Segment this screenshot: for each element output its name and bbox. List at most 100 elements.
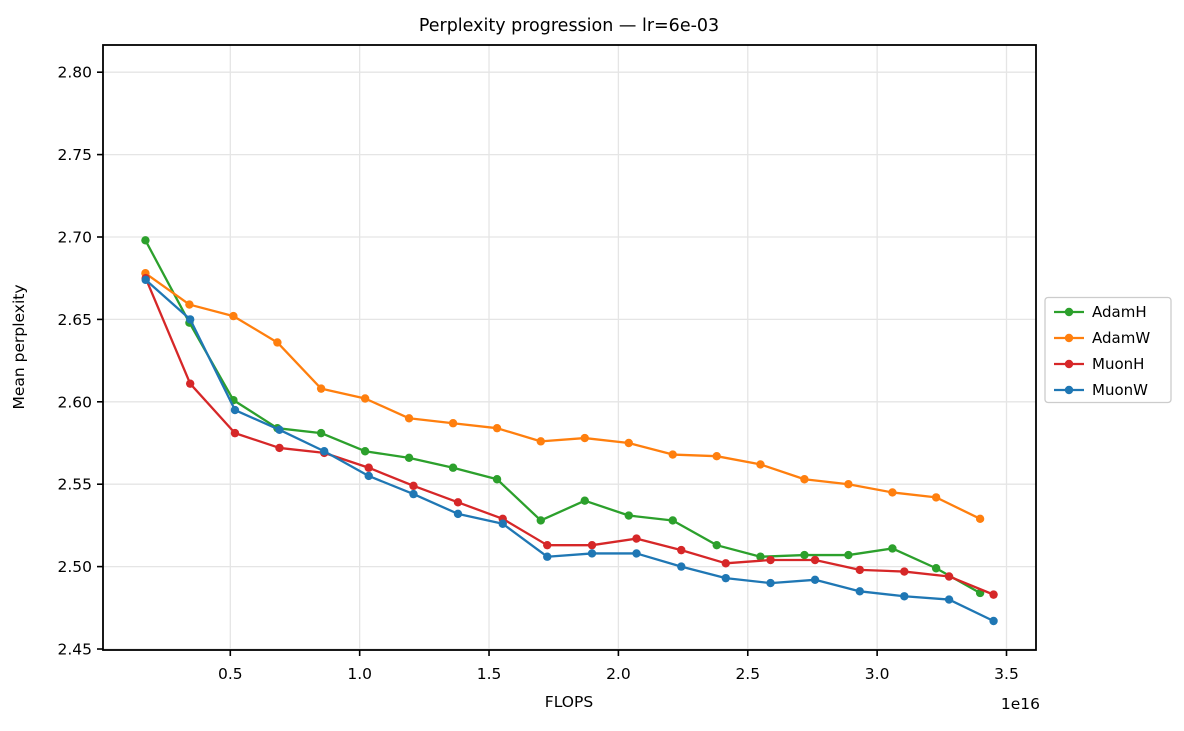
data-point-MuonW xyxy=(989,616,998,626)
data-point-AdamW xyxy=(316,384,326,393)
tick-layer: 0.5 1.0 1.5 2.0 2.5 3.0 3.5 2.45 2.50 2.55 2.60 2.6… xyxy=(57,64,1018,683)
data-point-AdamW xyxy=(756,460,765,469)
data-point-AdamW xyxy=(668,450,677,459)
data-point-MuonH xyxy=(409,481,418,491)
x-tick-label: 1.5 xyxy=(477,665,502,683)
data-point-MuonW xyxy=(766,578,775,588)
y-tick-label: 2.65 xyxy=(57,311,92,329)
data-point-MuonH xyxy=(721,559,730,568)
data-point-AdamH xyxy=(141,236,150,245)
legend-marker-MuonW xyxy=(1064,385,1074,395)
data-point-MuonW xyxy=(944,595,954,604)
series-AdamH xyxy=(141,236,985,598)
legend-marker-AdamW xyxy=(1064,333,1074,343)
data-point-AdamW xyxy=(844,480,853,489)
data-point-MuonW xyxy=(275,425,284,435)
grid-layer xyxy=(103,45,1036,650)
data-point-MuonW xyxy=(498,519,507,528)
data-point-MuonH xyxy=(632,534,641,543)
data-point-MuonW xyxy=(543,552,552,561)
y-axis-label: Mean perplexity xyxy=(10,284,28,409)
data-point-MuonW xyxy=(900,592,909,601)
data-point-MuonW xyxy=(364,471,373,481)
data-point-AdamW xyxy=(360,394,370,403)
data-point-MuonH xyxy=(900,567,909,576)
data-point-AdamH xyxy=(800,550,809,560)
data-point-MuonW xyxy=(632,549,641,558)
legend-label-AdamH: AdamH xyxy=(1092,303,1147,321)
data-point-MuonW xyxy=(587,549,597,558)
x-tick-label: 1.0 xyxy=(347,665,372,683)
chart-title: Perplexity progression — lr=6e-03 xyxy=(419,16,719,36)
series-MuonH xyxy=(141,273,998,599)
data-point-MuonW xyxy=(677,562,686,571)
series-AdamW xyxy=(141,269,985,524)
data-point-MuonH xyxy=(185,379,195,388)
data-point-AdamH xyxy=(712,540,721,550)
data-point-AdamH xyxy=(536,516,545,525)
data-point-AdamH xyxy=(360,447,370,456)
data-point-AdamW xyxy=(536,437,545,446)
series-line-AdamW xyxy=(144,272,982,520)
data-point-AdamW xyxy=(229,311,238,321)
legend-item-AdamW: AdamW xyxy=(1054,329,1150,347)
data-point-MuonW xyxy=(185,315,195,324)
legend-item-MuonH: MuonH xyxy=(1054,355,1144,373)
x-tick-label: 2.0 xyxy=(606,665,631,683)
y-tick-label: 2.55 xyxy=(57,476,92,494)
data-point-AdamW xyxy=(273,338,282,347)
plot-frame xyxy=(102,44,1037,651)
data-point-AdamH xyxy=(580,496,589,505)
legend-label-MuonW: MuonW xyxy=(1092,381,1148,399)
y-tick-label: 2.45 xyxy=(57,641,92,659)
data-point-MuonH xyxy=(855,565,865,575)
series-line-MuonW xyxy=(144,278,995,623)
legend-box xyxy=(1044,296,1172,404)
legend-marker-MuonH xyxy=(1064,359,1074,369)
data-point-MuonH xyxy=(944,572,954,581)
x-tick-label: 3.0 xyxy=(865,665,890,683)
data-point-AdamW xyxy=(975,514,985,524)
data-point-MuonW xyxy=(810,575,820,584)
data-point-AdamH xyxy=(888,544,897,553)
data-point-AdamW xyxy=(448,419,458,428)
data-point-MuonW xyxy=(721,573,730,583)
data-point-MuonH xyxy=(677,545,686,555)
x-tick-label: 3.5 xyxy=(994,665,1019,683)
legend-label-AdamW: AdamW xyxy=(1092,329,1150,347)
y-tick-label: 2.75 xyxy=(57,146,92,164)
data-point-AdamH xyxy=(448,463,458,472)
data-point-AdamH xyxy=(492,475,502,484)
data-point-AdamW xyxy=(888,488,897,497)
legend: AdamH AdamW MuonH MuonW xyxy=(1044,296,1172,404)
data-point-MuonW xyxy=(141,275,150,285)
data-point-AdamH xyxy=(624,511,633,520)
data-point-AdamH xyxy=(316,428,326,438)
data-point-MuonW xyxy=(453,509,463,519)
legend-label-MuonH: MuonH xyxy=(1092,355,1144,373)
series-layer xyxy=(141,236,998,626)
data-point-AdamW xyxy=(624,438,633,448)
series-MuonW xyxy=(141,275,998,626)
data-point-AdamH xyxy=(668,516,677,525)
data-point-MuonW xyxy=(320,447,329,456)
data-point-AdamW xyxy=(712,451,721,461)
data-point-MuonW xyxy=(409,489,418,499)
y-tick-label: 2.80 xyxy=(57,64,92,82)
data-point-MuonH xyxy=(766,555,775,565)
y-tick-label: 2.70 xyxy=(57,228,92,246)
data-point-MuonH xyxy=(364,463,373,472)
x-axis-offset-label: 1e16 xyxy=(1001,695,1040,713)
data-point-AdamW xyxy=(492,423,502,433)
data-point-MuonH xyxy=(275,443,284,453)
x-tick-label: 0.5 xyxy=(218,665,243,683)
legend-item-MuonW: MuonW xyxy=(1054,381,1148,399)
series-line-AdamH xyxy=(144,239,982,595)
data-point-AdamH xyxy=(844,550,853,560)
data-point-AdamW xyxy=(931,493,941,502)
x-tick-label: 2.5 xyxy=(735,665,760,683)
x-axis-label: FLOPS xyxy=(545,693,593,711)
data-point-AdamH xyxy=(404,453,414,463)
